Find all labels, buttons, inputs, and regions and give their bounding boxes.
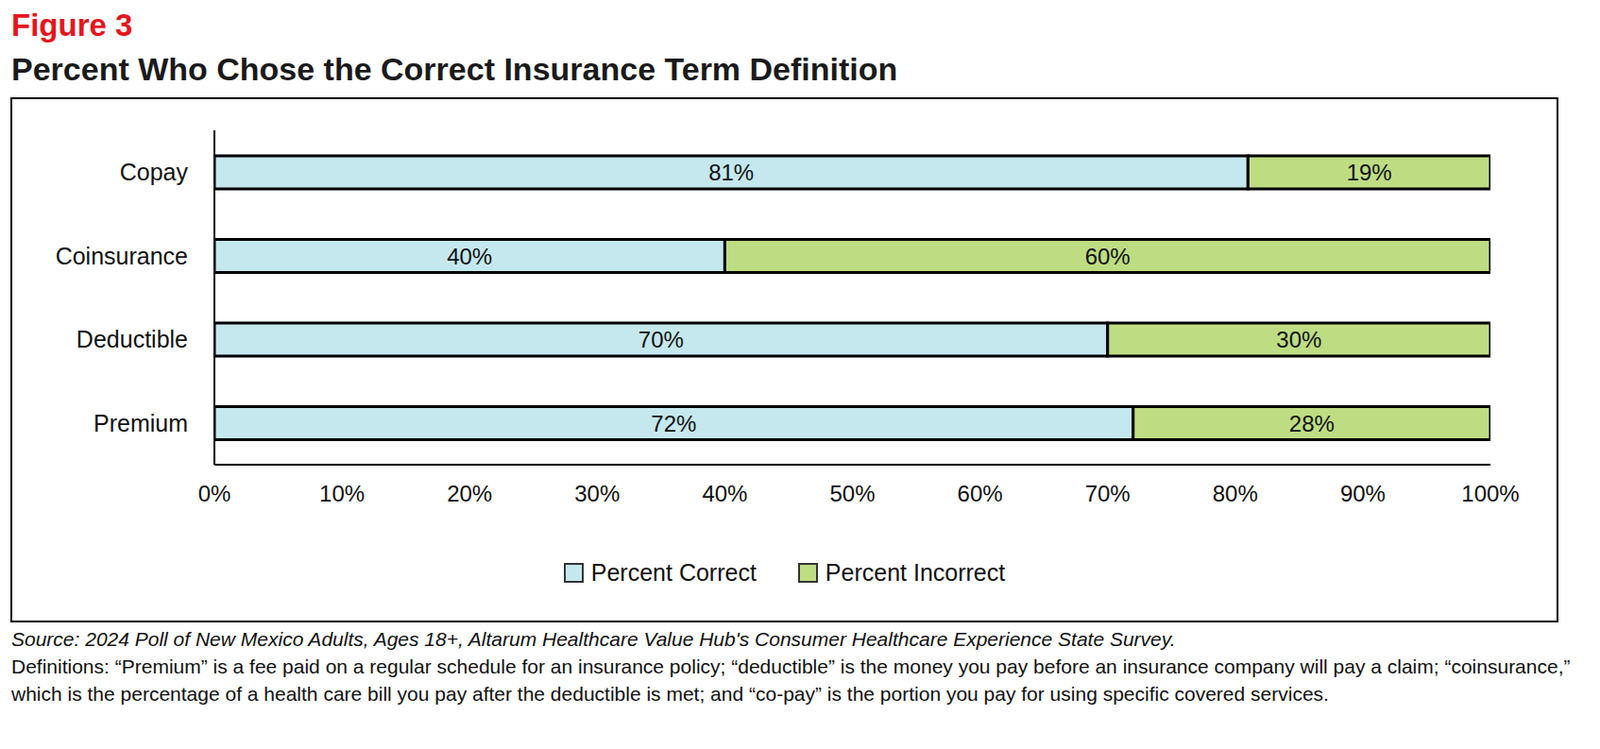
svg-text:Coinsurance: Coinsurance [55,242,188,270]
svg-text:Copay: Copay [119,158,189,186]
svg-text:30%: 30% [574,480,620,506]
html-text:Figure 3: Figure 3 [11,7,133,43]
svg-text:100%: 100% [1461,480,1519,506]
html-text:Source: 2024 Poll of New Mexic: Source: 2024 Poll of New Mexico Adults, … [11,628,1176,650]
svg-text:40%: 40% [446,243,493,270]
html-text:Percent Correct: Percent Correct [591,559,757,586]
svg-text:70%: 70% [1085,480,1131,506]
svg-text:19%: 19% [1346,159,1393,186]
svg-text:0%: 0% [198,480,232,506]
svg-text:80%: 80% [1212,480,1259,506]
svg-text:20%: 20% [446,480,493,506]
svg-text:60%: 60% [957,480,1004,506]
svg-text:Deductible: Deductible [76,325,188,353]
svg-text:50%: 50% [829,480,875,506]
html-text:Definitions: “Premium” is a fe: Definitions: “Premium” is a fee paid on … [11,655,1571,705]
svg-text:40%: 40% [701,480,748,506]
svg-text:81%: 81% [708,159,754,186]
svg-text:Premium: Premium [93,409,188,437]
html-text:Percent Incorrect: Percent Incorrect [825,559,1006,586]
svg-text:70%: 70% [638,326,684,353]
svg-text:28%: 28% [1289,410,1335,437]
html-text:Percent Who Chose the Correct: Percent Who Chose the Correct Insurance … [11,51,898,87]
svg-text:60%: 60% [1085,243,1131,270]
svg-text:72%: 72% [650,410,697,437]
svg-text:30%: 30% [1276,326,1322,353]
svg-text:10%: 10% [319,480,365,506]
svg-text:90%: 90% [1340,480,1386,506]
